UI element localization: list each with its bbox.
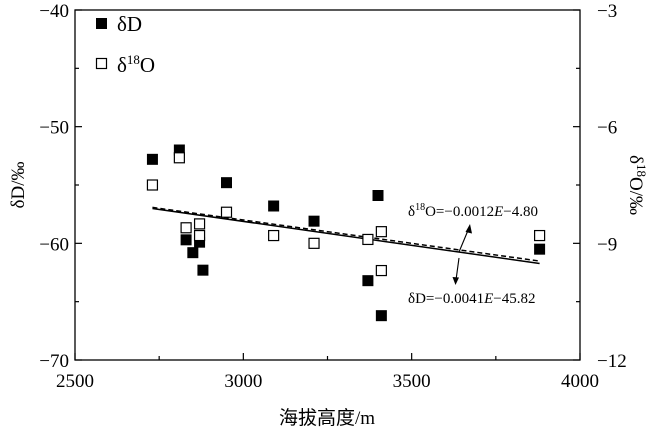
point-o18 xyxy=(173,152,185,164)
annotation-dd-arrow xyxy=(455,257,460,281)
y-right-tick-label: −9 xyxy=(597,234,617,255)
point-dd xyxy=(268,200,280,212)
point-o18 xyxy=(268,229,280,242)
y-axis-title-left: δD/‰ xyxy=(8,162,29,209)
point-dd xyxy=(187,247,199,259)
annotation-o18: δ18O=−0.0012E−4.80 xyxy=(408,202,538,253)
tick-labels: 2500 3000 3500 4000 −70 −60 −50 −40 −12 −9 −6 −3 xyxy=(39,1,626,392)
point-o18 xyxy=(362,233,374,246)
legend-label-o18: δ18O xyxy=(117,52,155,77)
data-points xyxy=(146,144,546,322)
point-o18 xyxy=(533,229,546,242)
point-dd xyxy=(146,153,158,165)
annotation-dd-equation: δD=−0.0041E−45.82 xyxy=(408,291,535,307)
point-o18 xyxy=(375,226,387,238)
annotation-dd: δD=−0.0041E−45.82 xyxy=(408,257,535,307)
point-dd xyxy=(372,190,384,201)
point-dd xyxy=(221,177,232,189)
point-o18 xyxy=(220,206,233,218)
point-dd xyxy=(534,243,546,255)
point-dd xyxy=(375,310,387,322)
y-right-tick-label: −6 xyxy=(597,118,617,139)
x-tick-label: 3000 xyxy=(224,371,262,392)
legend-label-dd: δD xyxy=(117,12,142,36)
legend-marker-o18 xyxy=(95,57,108,70)
point-dd xyxy=(180,234,192,246)
x-tick-label: 4000 xyxy=(561,371,599,392)
annotation-o18-arrowhead xyxy=(465,224,472,234)
trendline-dd xyxy=(152,207,540,265)
point-dd xyxy=(197,264,209,276)
x-tick-label: 2500 xyxy=(56,371,94,392)
point-o18 xyxy=(308,237,320,249)
point-o18 xyxy=(375,264,387,277)
annotation-dd-arrowhead xyxy=(452,277,459,285)
trendlines xyxy=(152,206,540,265)
point-o18 xyxy=(193,229,206,242)
point-o18 xyxy=(180,222,192,234)
x-tick-label: 3500 xyxy=(393,371,431,392)
point-dd xyxy=(362,275,374,287)
y-axis-title-right: δ18O/‰ xyxy=(625,155,649,215)
legend-marker-dd xyxy=(96,18,107,29)
annotation-o18-equation: δ18O=−0.0012E−4.80 xyxy=(408,202,538,220)
y-left-tick-label: −70 xyxy=(39,351,69,372)
point-dd xyxy=(308,215,320,227)
legend: δD δ18O xyxy=(95,12,155,77)
y-left-tick-label: −60 xyxy=(39,234,69,255)
point-o18 xyxy=(146,179,159,191)
y-left-tick-label: −40 xyxy=(39,1,69,22)
point-o18 xyxy=(193,218,206,230)
point-dd xyxy=(194,236,206,248)
x-axis-title: 海拔高度/m xyxy=(279,407,375,429)
y-left-tick-label: −50 xyxy=(39,118,69,139)
trendline-o18 xyxy=(152,206,540,262)
y-right-tick-label: −3 xyxy=(597,1,617,22)
y-right-tick-label: −12 xyxy=(597,351,627,372)
tick-marks xyxy=(74,9,581,361)
point-dd xyxy=(173,144,185,156)
